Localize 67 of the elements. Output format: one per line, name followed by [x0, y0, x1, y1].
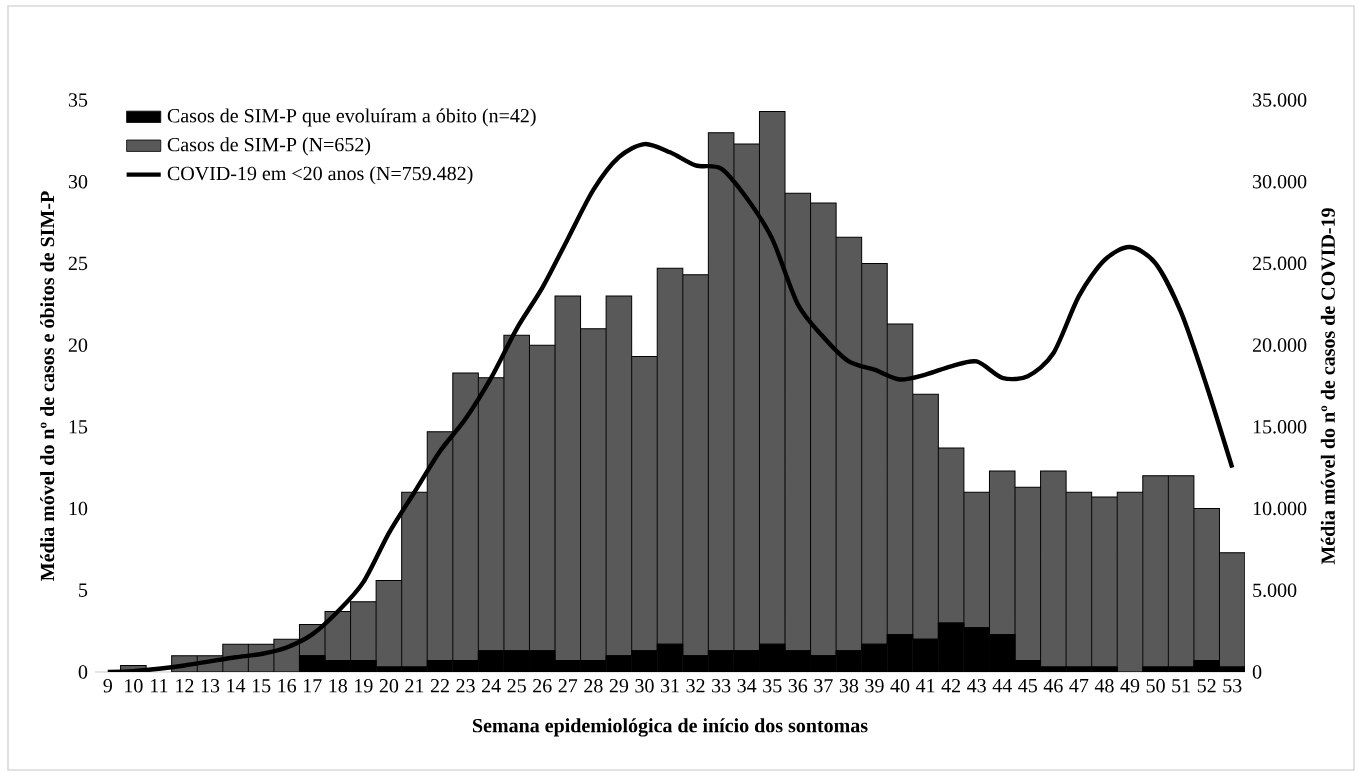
x-tick-label: 53: [1223, 679, 1242, 693]
x-tick-label: 21: [405, 679, 424, 693]
x-tick-label: 46: [1043, 679, 1063, 693]
y-tick-label: 35: [68, 93, 88, 107]
y-tick-label: 30: [68, 174, 88, 189]
x-tick-label: 29: [609, 679, 629, 693]
x-axis-title: Semana epidemiológica de início dos sontomas: [473, 718, 868, 737]
x-tick-label: 45: [1018, 679, 1038, 693]
x-tick-label: 10: [125, 679, 143, 693]
x-tick-label: 39: [865, 679, 884, 693]
x-tick-label: 16: [278, 679, 297, 693]
x-tick-label: 25: [507, 679, 526, 693]
x-tick-label: 22: [430, 679, 449, 693]
x-tick-label: 48: [1094, 679, 1114, 693]
y2-tick-label: 0: [1252, 665, 1262, 679]
y-tick-label: 20: [68, 338, 88, 352]
x-tick-label: 27: [558, 679, 578, 693]
x-tick-label: 14: [227, 679, 246, 693]
y-tick-label: 25: [68, 256, 88, 271]
x-tick-label: 51: [1172, 679, 1190, 693]
x-tick-label: 38: [839, 679, 859, 693]
x-tick-label: 23: [456, 679, 475, 693]
x-tick-label: 11: [151, 679, 168, 693]
x-tick-label: 31: [660, 679, 679, 693]
x-tick-label: 15: [252, 679, 271, 693]
y2-tick-label: 35.000: [1253, 93, 1307, 107]
x-tick-label: 44: [992, 679, 1012, 693]
x-tick-label: 40: [890, 679, 910, 693]
y-tick-label: 0: [78, 665, 88, 679]
y2-tick-label: 15.000: [1253, 420, 1307, 434]
x-tick-label: 12: [176, 679, 194, 693]
x-tick-label: 37: [814, 679, 833, 693]
x-tick-label: 26: [533, 679, 552, 693]
x-tick-label: 50: [1146, 679, 1165, 693]
legend-label: COVID-19 em <20 anos (N=759.482): [167, 166, 473, 185]
x-tick-label: 52: [1197, 679, 1216, 693]
y-tick-label: 5: [79, 583, 88, 597]
x-tick-label: 32: [686, 679, 705, 693]
y-axis-title: Média móvel do nº de casos e óbitos de SIM-P: [40, 191, 55, 581]
x-tick-label: 28: [584, 679, 603, 693]
x-tick-label: 19: [355, 679, 373, 693]
x-tick-label: 41: [915, 679, 935, 693]
legend-label: Casos de SIM-P que evoluíram a óbito (n=42): [167, 108, 536, 127]
y2-tick-label: 25.000: [1252, 256, 1307, 271]
x-tick-label: 43: [967, 679, 986, 693]
x-tick-label: 34: [737, 679, 757, 693]
y2-axis-title: Média móvel do nº de casos de COVID-19: [1320, 208, 1336, 565]
x-tick-label: 30: [635, 679, 654, 693]
x-tick-label: 9: [103, 679, 112, 693]
y-tick-label: 15: [69, 420, 88, 434]
x-tick-label: 20: [379, 679, 399, 693]
legend-label: Casos de SIM-P (N=652): [167, 137, 371, 156]
x-tick-label: 24: [482, 679, 501, 693]
x-tick-label: 35: [763, 679, 782, 693]
y2-tick-label: 5.000: [1253, 583, 1297, 598]
x-tick-label: 18: [329, 679, 348, 693]
x-tick-label: 36: [788, 679, 808, 693]
y-tick-label: 10: [69, 501, 88, 516]
x-tick-label: 49: [1120, 679, 1140, 693]
x-tick-label: 33: [712, 679, 731, 693]
x-tick-label: 47: [1069, 679, 1089, 693]
y2-tick-label: 30.000: [1253, 174, 1307, 189]
y2-tick-label: 20.000: [1252, 338, 1307, 352]
y2-tick-label: 10.000: [1253, 501, 1307, 516]
x-tick-label: 42: [941, 679, 961, 693]
x-tick-label: 13: [201, 679, 220, 693]
x-tick-label: 17: [303, 679, 322, 693]
